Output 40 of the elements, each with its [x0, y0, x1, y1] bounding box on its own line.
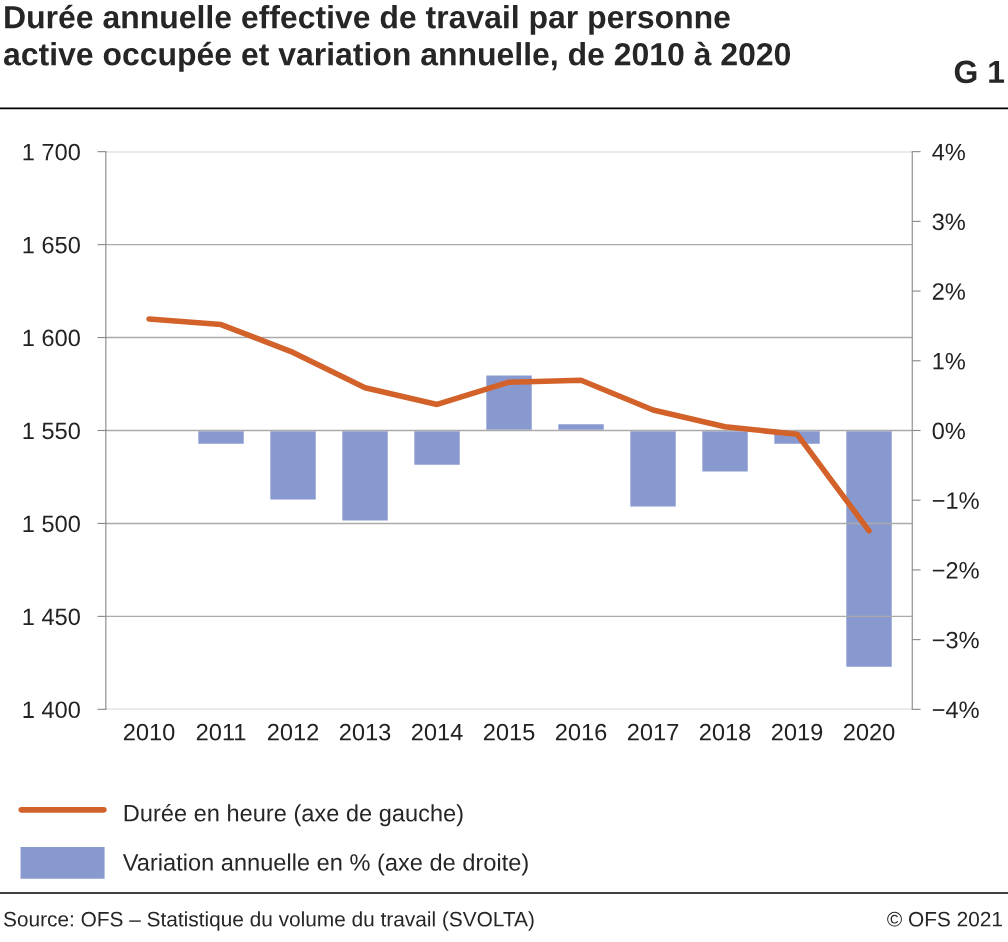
- bar: [844, 429, 894, 669]
- y2-tick-label: −2%: [932, 561, 979, 579]
- y2-tick-label: −1%: [932, 492, 979, 509]
- y-tick-label: 1 650: [23, 236, 80, 254]
- x-tick-label: 2018: [699, 723, 751, 741]
- y-tick-label: 1 400: [23, 701, 80, 719]
- legend-label: Durée en heure (axe de gauche): [124, 803, 463, 827]
- y2-tick-label: 2%: [932, 283, 965, 300]
- x-tick-label: 2019: [771, 723, 823, 741]
- bar: [412, 429, 462, 467]
- x-tick-label: 2016: [555, 723, 607, 741]
- bar: [196, 429, 246, 446]
- y-tick-label: 1 550: [23, 422, 80, 440]
- bar: [700, 429, 750, 474]
- x-tick-label: 2017: [627, 723, 679, 741]
- y2-tick-label: −3%: [932, 631, 979, 649]
- chart-title: Durée annuelle effective de travail par personne active occupée et variation annuelle, de 2010 à 2020: [3, 4, 791, 72]
- y2-tick-label: 3%: [932, 213, 965, 231]
- y2-tick-label: 0%: [932, 422, 965, 440]
- y2-tick-label: −4%: [932, 701, 979, 719]
- x-tick-label: 2015: [483, 723, 535, 741]
- y2-tick-label: 4%: [932, 143, 965, 161]
- y2-tick-label: 1%: [933, 352, 965, 370]
- y-tick-label: 1 600: [23, 329, 80, 347]
- x-tick-label: 2010: [123, 723, 175, 741]
- x-tick-label: 2020: [843, 723, 895, 741]
- source-note: Source: OFS – Statistique du volume du travail (SVOLTA): [3, 911, 534, 931]
- bar: [628, 429, 678, 508]
- bar: [268, 429, 318, 501]
- text: G 1: [954, 60, 1005, 84]
- x-tick-label: 2011: [196, 723, 246, 741]
- x-tick-label: 2014: [411, 723, 463, 741]
- x-tick-label: 2013: [339, 723, 391, 741]
- x-tick-label: 2012: [267, 723, 319, 741]
- y-tick-label: 1 450: [23, 608, 80, 626]
- y-tick-label: 1 700: [23, 143, 80, 161]
- text: © OFS 2021: [887, 911, 1002, 927]
- bar: [340, 429, 390, 522]
- legend-label: Variation annuelle en % (axe de droite): [122, 853, 528, 876]
- y-tick-label: 1 500: [23, 515, 80, 533]
